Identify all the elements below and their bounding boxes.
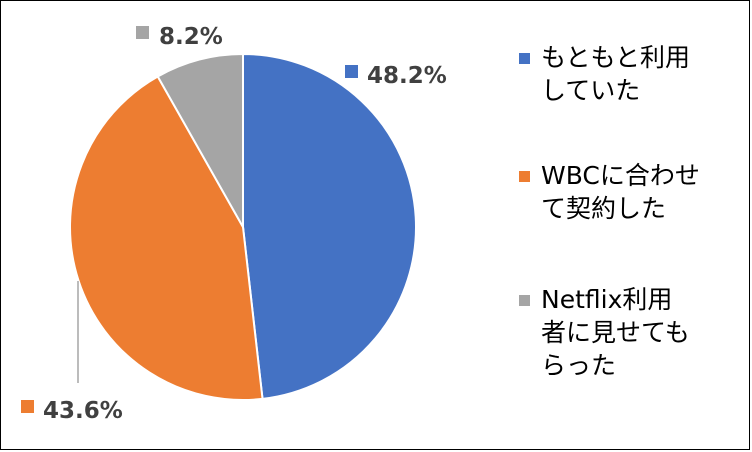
pie-slices [69, 52, 417, 401]
data-label-3-text: 8.2% [159, 24, 223, 50]
data-label-2-swatch [21, 400, 34, 413]
pie-slice-3 [156, 52, 244, 231]
legend-swatch-3 [519, 295, 530, 306]
legend-swatch-2 [519, 171, 530, 182]
data-label-3: 8.2% [136, 24, 223, 50]
legend-item-1: もともと利用 していた [519, 41, 744, 107]
legend-item-3: Netflix利用 者に見せても らった [519, 283, 744, 382]
pie-slice-1 [242, 52, 417, 401]
legend: もともと利用 していた WBCに合わせ て契約した Netflix利用 者に見せ… [519, 41, 744, 382]
data-label-1: 48.2% [345, 63, 447, 89]
legend-swatch-1 [519, 53, 530, 64]
legend-label-2: WBCに合わせ て契約した [541, 161, 700, 223]
data-label-2: 43.6% [21, 398, 123, 424]
data-label-2-text: 43.6% [43, 398, 123, 424]
legend-label-3: Netflix利用 者に見せても らった [541, 285, 690, 380]
legend-item-2: WBCに合わせ て契約した [519, 159, 744, 225]
data-label-1-text: 48.2% [367, 63, 447, 89]
data-label-1-swatch [345, 65, 358, 78]
pie-slice-2 [69, 75, 264, 401]
legend-label-1: もともと利用 していた [541, 43, 691, 105]
data-label-3-swatch [136, 26, 149, 39]
